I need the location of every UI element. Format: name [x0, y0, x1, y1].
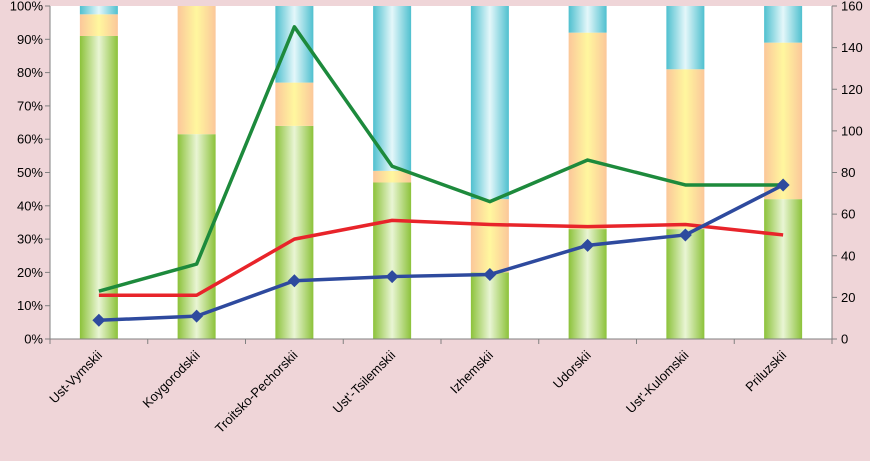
- y-right-tick-label: 40: [841, 248, 855, 263]
- line-point: [190, 309, 204, 323]
- bar-segment: [666, 6, 705, 70]
- bar-segment: [470, 272, 509, 339]
- y-left-tick-label: 70%: [17, 98, 43, 113]
- y-left-tick-label: 100%: [10, 0, 44, 14]
- x-tick-label: Koygorodskii: [140, 347, 203, 410]
- series-line: [98, 183, 784, 323]
- x-tick-label: Ust-Vymskii: [46, 347, 105, 406]
- y-left-tick-label: 60%: [17, 132, 43, 147]
- y-left-tick-label: 40%: [17, 198, 43, 213]
- plot-area: [50, 6, 832, 339]
- bars-layer: [79, 6, 803, 339]
- series-line: [98, 25, 784, 293]
- line-point: [287, 274, 301, 288]
- y-right-tick-label: 60: [841, 207, 855, 222]
- x-tick-label: Udorskii: [550, 347, 594, 391]
- y-right-tick-label: 120: [841, 82, 863, 97]
- y-left-tick-label: 80%: [17, 65, 43, 80]
- line-point: [385, 270, 399, 284]
- y-left-tick-label: 50%: [17, 165, 43, 180]
- bar-segment: [373, 6, 412, 171]
- line-point: [483, 267, 497, 281]
- y-left-tick-label: 90%: [17, 32, 43, 47]
- x-tick-label: Troitsko-Pechorskii: [212, 347, 300, 435]
- y-right-tick-label: 0: [841, 332, 848, 347]
- bar-segment: [177, 6, 216, 135]
- bar-segment: [373, 182, 412, 339]
- line-point: [581, 238, 595, 252]
- bar-segment: [79, 14, 118, 36]
- bar-segment: [764, 6, 803, 43]
- y-left-tick-label: 20%: [17, 265, 43, 280]
- bar-segment: [79, 6, 118, 15]
- bar-segment: [470, 6, 509, 200]
- bar-segment: [373, 170, 412, 183]
- bar-segment: [275, 82, 314, 126]
- x-tick-label: Ust'-Tsilemskii: [330, 347, 399, 416]
- bar-segment: [764, 199, 803, 339]
- y-left-tick-label: 10%: [17, 298, 43, 313]
- line-point: [92, 313, 106, 327]
- bar-segment: [568, 32, 607, 230]
- lines-layer: [92, 25, 790, 327]
- y-right-tick-label: 20: [841, 290, 855, 305]
- y-right-tick-label: 80: [841, 165, 855, 180]
- bar-segment: [666, 69, 705, 230]
- y-right-tick-label: 100: [841, 123, 863, 138]
- bar-segment: [666, 229, 705, 339]
- line-point: [776, 178, 790, 192]
- x-tick-label: Ust'-Kulomskii: [623, 347, 692, 416]
- bar-segment: [764, 42, 803, 200]
- series-line: [98, 218, 784, 298]
- x-tick-label: Priluzskii: [742, 347, 789, 394]
- line-point: [678, 228, 692, 242]
- bar-segment: [568, 6, 607, 33]
- bar-segment: [177, 134, 216, 339]
- y-left-tick-label: 30%: [17, 232, 43, 247]
- x-tick-label: Izhemskii: [447, 347, 496, 396]
- y-left-tick-label: 0%: [24, 332, 43, 347]
- bar-segment: [275, 125, 314, 339]
- y-right-tick-label: 140: [841, 40, 863, 55]
- y-right-tick-label: 160: [841, 0, 863, 14]
- bar-segment: [470, 199, 509, 273]
